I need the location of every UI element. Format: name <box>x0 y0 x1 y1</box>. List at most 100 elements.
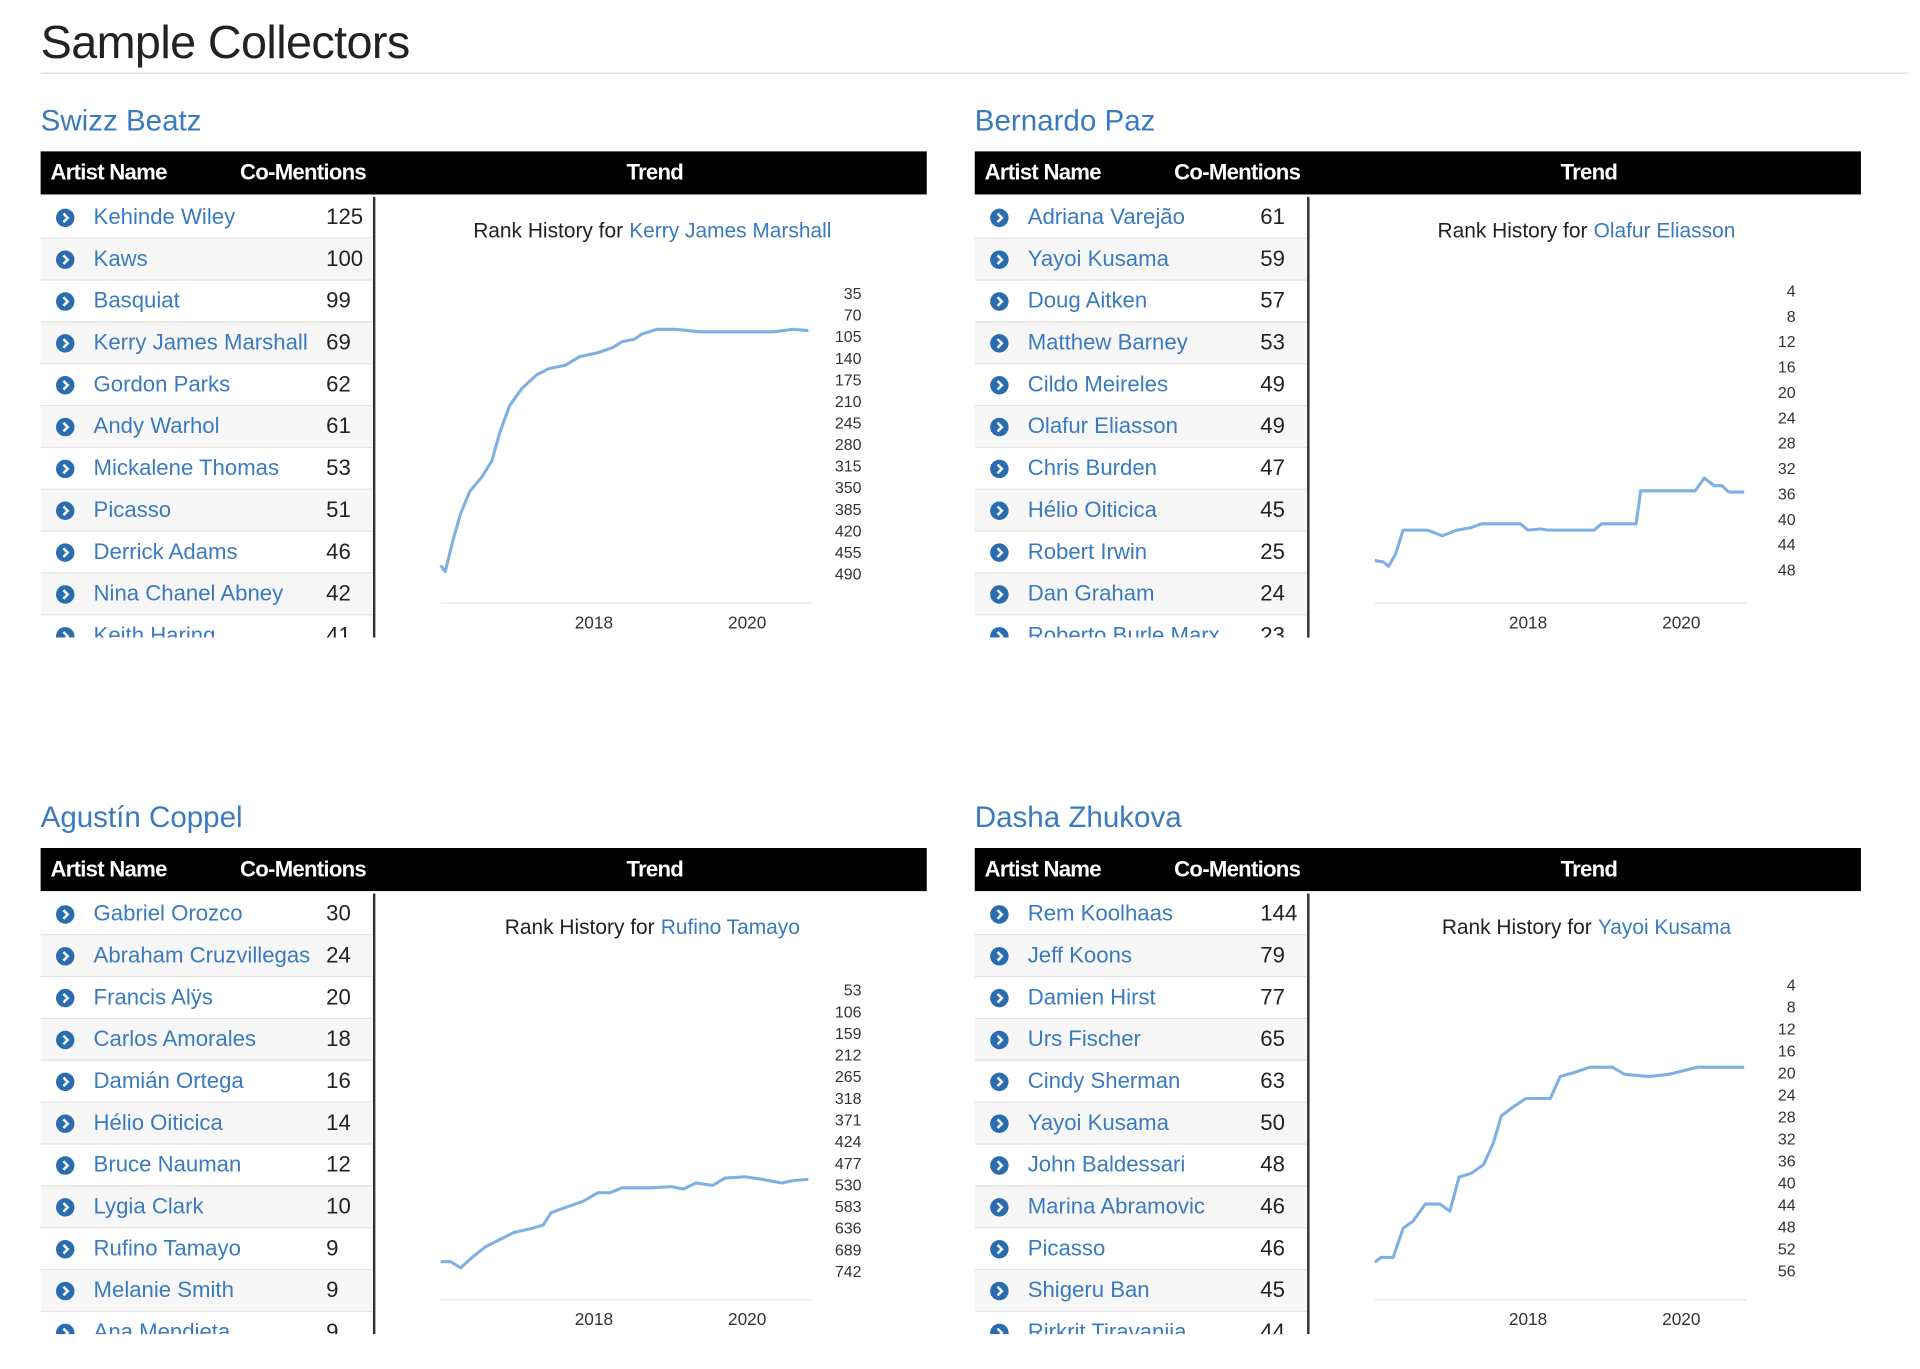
artist-name[interactable]: Cildo Meireles <box>1027 371 1169 397</box>
chart-title-artist[interactable]: Rufino Tamayo <box>661 916 800 939</box>
row-icon[interactable] <box>990 208 1010 228</box>
chart-title-artist[interactable]: Olafur Eliasson <box>1594 219 1736 242</box>
row-icon[interactable] <box>55 988 75 1008</box>
row-icon[interactable] <box>990 1072 1010 1092</box>
artist-name[interactable]: Robert Irwin <box>1027 539 1148 564</box>
row-icon[interactable] <box>990 375 1010 395</box>
row-icon[interactable] <box>55 417 75 437</box>
artist-name[interactable]: Gordon Parks <box>93 371 231 397</box>
row-icon[interactable] <box>990 417 1010 437</box>
artist-name[interactable]: Rem Koolhaas <box>1027 900 1174 926</box>
row-icon[interactable] <box>55 501 75 521</box>
row-icon[interactable] <box>55 946 75 966</box>
artist-name[interactable]: Cindy Sherman <box>1027 1068 1181 1093</box>
row-icon[interactable] <box>990 1281 1010 1301</box>
collector-name[interactable]: Dasha Zhukova <box>974 801 1182 835</box>
artist-name[interactable]: Hélio Oiticica <box>93 1110 223 1135</box>
row-icon[interactable] <box>55 334 75 354</box>
artist-name[interactable]: Dan Graham <box>1027 580 1155 606</box>
chart-title-artist[interactable]: Yayoi Kusama <box>1598 916 1732 939</box>
row-icon[interactable] <box>55 1114 75 1134</box>
artist-name[interactable]: Olafur Eliasson <box>1027 413 1178 439</box>
artist-name[interactable]: Roberto Burle Marx <box>1027 622 1220 638</box>
artist-name[interactable]: Damien Hirst <box>1027 984 1156 1010</box>
artist-name[interactable]: Mickalene Thomas <box>93 455 280 480</box>
chart-title-artist[interactable]: Kerry James Marshall <box>629 219 831 242</box>
artist-name[interactable]: Andy Warhol <box>93 413 220 439</box>
row-icon[interactable] <box>990 543 1010 563</box>
row-icon[interactable] <box>55 208 75 228</box>
artist-name[interactable]: Basquiat <box>93 287 180 313</box>
row-icon[interactable] <box>990 1323 1010 1335</box>
icon-circle <box>55 417 75 437</box>
row-icon[interactable] <box>55 1281 75 1301</box>
artist-name[interactable]: Jeff Koons <box>1027 942 1132 968</box>
row-icon[interactable] <box>55 626 75 638</box>
artist-name[interactable]: Rufino Tamayo <box>93 1235 241 1261</box>
icon-circle <box>990 501 1009 520</box>
artist-name[interactable]: Keith Haring <box>93 622 216 638</box>
row-icon[interactable] <box>55 292 75 312</box>
collector-name[interactable]: Bernardo Paz <box>974 104 1156 138</box>
row-icon[interactable] <box>55 1072 75 1092</box>
row-icon[interactable] <box>55 1156 75 1176</box>
row-icon[interactable] <box>990 1156 1010 1176</box>
row-icon[interactable] <box>990 334 1010 354</box>
icon-chevron <box>996 951 1004 962</box>
row-icon[interactable] <box>55 1239 75 1259</box>
artist-name[interactable]: Abraham Cruzvillegas <box>93 942 311 968</box>
y-tick-label: 583 <box>835 1199 862 1216</box>
artist-name[interactable]: Bruce Nauman <box>93 1151 242 1177</box>
artist-name[interactable]: John Baldessari <box>1027 1151 1186 1177</box>
row-icon[interactable] <box>990 1114 1010 1134</box>
artist-name[interactable]: Picasso <box>1027 1235 1106 1261</box>
artist-name[interactable]: Doug Aitken <box>1027 287 1148 313</box>
row-icon[interactable] <box>990 250 1010 270</box>
row-icon[interactable] <box>990 946 1010 966</box>
artist-name[interactable]: Carlos Amorales <box>93 1026 257 1052</box>
artist-name[interactable]: Rirkrit Tiravanija <box>1027 1319 1187 1335</box>
row-icon[interactable] <box>55 1198 75 1218</box>
collector-name[interactable]: Swizz Beatz <box>40 104 202 138</box>
row-icon[interactable] <box>55 1030 75 1050</box>
row-icon[interactable] <box>55 905 75 925</box>
artist-name[interactable]: Adriana Varejão <box>1027 204 1185 229</box>
row-icon[interactable] <box>990 459 1010 479</box>
row-icon[interactable] <box>990 1198 1010 1218</box>
artist-name[interactable]: Yayoi Kusama <box>1027 246 1169 271</box>
row-icon[interactable] <box>55 250 75 270</box>
row-icon[interactable] <box>990 585 1010 605</box>
row-icon[interactable] <box>55 543 75 563</box>
artist-name[interactable]: Gabriel Orozco <box>93 900 243 926</box>
artist-name[interactable]: Kaws <box>93 246 148 271</box>
row-icon[interactable] <box>55 375 75 395</box>
artist-name[interactable]: Chris Burden <box>1027 455 1157 480</box>
artist-name[interactable]: Matthew Barney <box>1027 329 1188 355</box>
collector-name[interactable]: Agustín Coppel <box>40 801 243 835</box>
row-icon[interactable] <box>990 626 1010 638</box>
artist-name[interactable]: Francis Alÿs <box>93 984 213 1010</box>
artist-name[interactable]: Shigeru Ban <box>1027 1277 1150 1303</box>
row-icon[interactable] <box>990 1239 1010 1259</box>
artist-name[interactable]: Kerry James Marshall <box>93 329 308 355</box>
artist-name[interactable]: Derrick Adams <box>93 539 238 564</box>
row-icon[interactable] <box>990 501 1010 521</box>
artist-name[interactable]: Hélio Oiticica <box>1027 497 1157 522</box>
artist-name[interactable]: Ana Mendieta <box>93 1319 231 1335</box>
row-icon[interactable] <box>990 292 1010 312</box>
artist-name[interactable]: Urs Fischer <box>1027 1026 1141 1052</box>
artist-name[interactable]: Lygia Clark <box>93 1193 204 1219</box>
artist-name[interactable]: Picasso <box>93 497 172 522</box>
artist-name[interactable]: Melanie Smith <box>93 1277 234 1303</box>
artist-name[interactable]: Damián Ortega <box>93 1068 244 1093</box>
artist-name[interactable]: Yayoi Kusama <box>1027 1110 1169 1135</box>
artist-name[interactable]: Kehinde Wiley <box>93 204 236 229</box>
artist-name[interactable]: Marina Abramovic <box>1027 1193 1205 1219</box>
row-icon[interactable] <box>990 988 1010 1008</box>
row-icon[interactable] <box>55 585 75 605</box>
row-icon[interactable] <box>990 1030 1010 1050</box>
artist-name[interactable]: Nina Chanel Abney <box>93 580 284 606</box>
row-icon[interactable] <box>55 459 75 479</box>
row-icon[interactable] <box>990 905 1010 925</box>
row-icon[interactable] <box>55 1323 75 1335</box>
